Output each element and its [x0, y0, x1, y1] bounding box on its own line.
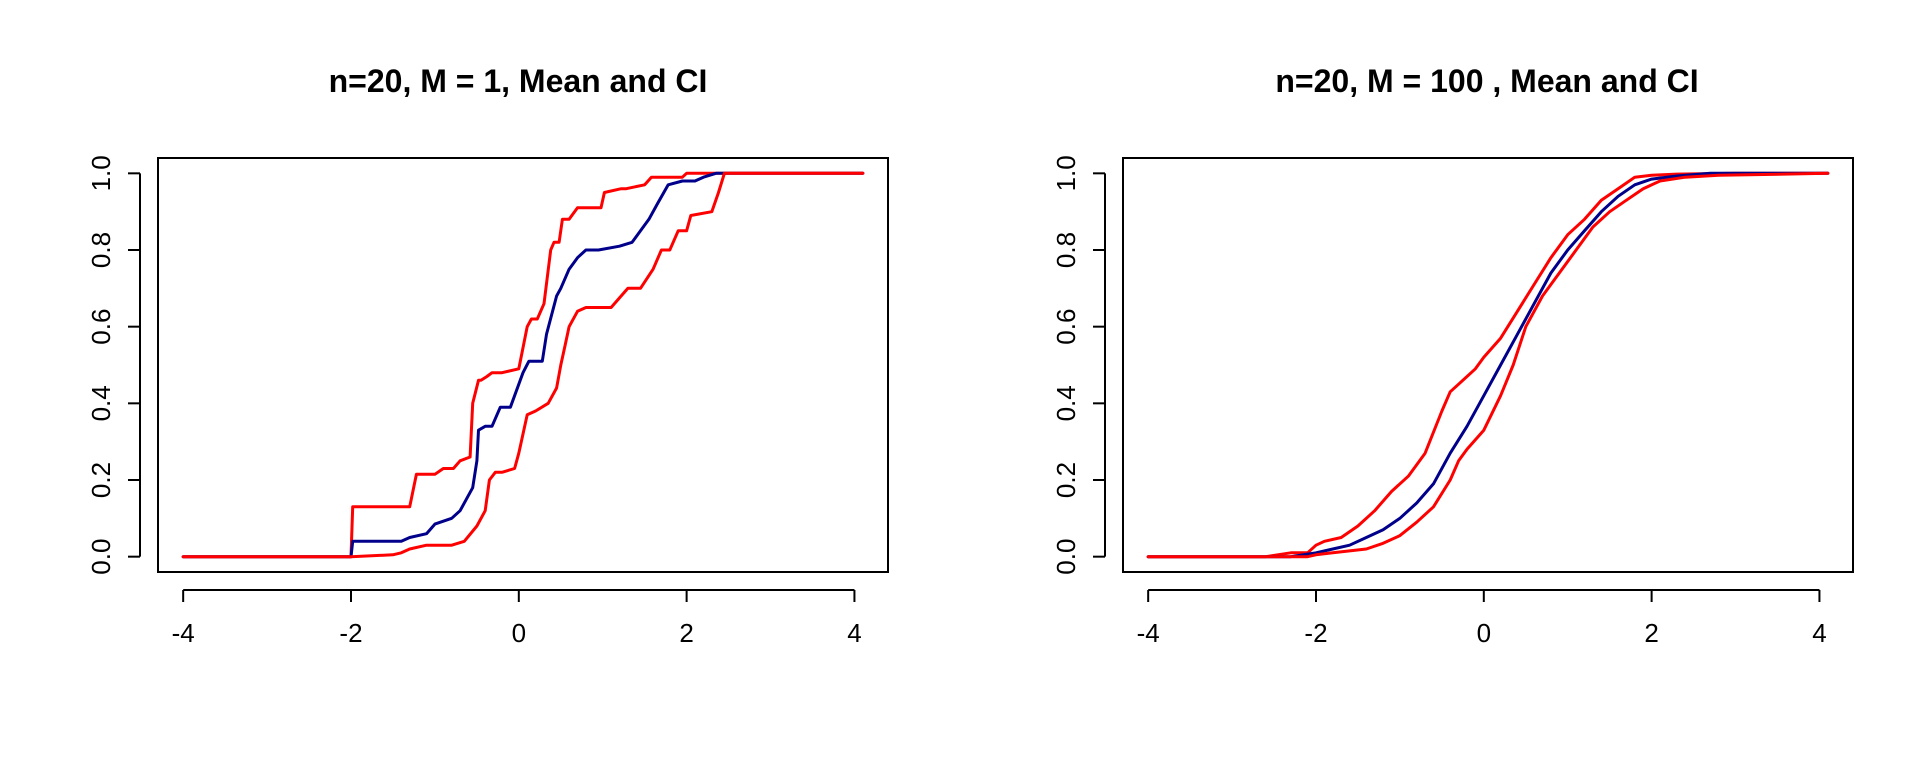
- panel-1-plot-frame: [157, 157, 889, 573]
- panel-1-y-tick-label: 1.0: [86, 155, 116, 191]
- panel-1-x-tick-label: -4: [172, 618, 195, 648]
- panel-2-y-tick-label: 0.6: [1051, 309, 1081, 345]
- panel-2-series-lower-ci-line: [1146, 171, 1830, 559]
- panel-1-series: [181, 171, 865, 559]
- panel-2-x-tick-label: -2: [1304, 618, 1327, 648]
- panel-1-y-tick-label: 0.6: [86, 309, 116, 345]
- panel-2-plot-frame: [1122, 157, 1854, 573]
- panel-2-y-tick-label: 1.0: [1051, 155, 1081, 191]
- panel-2-series-upper-ci-line: [1146, 171, 1830, 559]
- panel-1-series-lower-ci-line: [181, 171, 865, 559]
- panel-2: n=20, M = 100 , Mean and CI -4 -2 0 2 4 0.00…: [1051, 63, 1854, 648]
- panel-2-x-tick-label: 4: [1812, 618, 1826, 648]
- panel-1-x-axis: -4 -2 0 2 4: [172, 589, 862, 648]
- panel-2-y-tick-label: 0.4: [1051, 385, 1081, 421]
- panel-1-series-upper-ci-line: [181, 171, 865, 559]
- panel-1: n=20, M = 1, Mean and CI -4 -2 0 2 4 0.00.20…: [86, 63, 889, 648]
- panel-2-y-axis: 0.0 0.2 0.4 0.6 0.8 1.0: [1051, 155, 1106, 575]
- panel-2-x-axis: -4 -2 0 2 4: [1137, 589, 1827, 648]
- panel-1-y-tick-label: 0.0: [86, 539, 116, 575]
- panel-1-x-tick-label: 2: [679, 618, 693, 648]
- panel-1-y-tick-label: 0.4: [86, 385, 116, 421]
- panel-2-series: [1146, 171, 1830, 559]
- panel-1-x-tick-label: -2: [339, 618, 362, 648]
- panel-2-x-tick-label: -4: [1137, 618, 1160, 648]
- panel-2-x-tick-label: 0: [1477, 618, 1491, 648]
- panel-2-y-tick-label: 0.2: [1051, 462, 1081, 498]
- panel-1-x-tick-label: 0: [512, 618, 526, 648]
- panel-2-series-mean-line: [1146, 171, 1830, 559]
- panel-1-y-tick-label: 0.8: [86, 232, 116, 268]
- panel-2-y-tick-label: 0.8: [1051, 232, 1081, 268]
- panel-1-title: n=20, M = 1, Mean and CI: [329, 63, 708, 99]
- panel-2-x-tick-label: 2: [1644, 618, 1658, 648]
- panel-1-y-tick-label: 0.2: [86, 462, 116, 498]
- panel-1-x-tick-label: 4: [847, 618, 861, 648]
- panel-1-y-axis: 0.0 0.2 0.4 0.6 0.8 1.0: [86, 155, 141, 575]
- panel-2-title: n=20, M = 100 , Mean and CI: [1275, 63, 1698, 99]
- panel-2-y-tick-label: 0.0: [1051, 539, 1081, 575]
- panel-1-series-mean-line: [181, 171, 865, 559]
